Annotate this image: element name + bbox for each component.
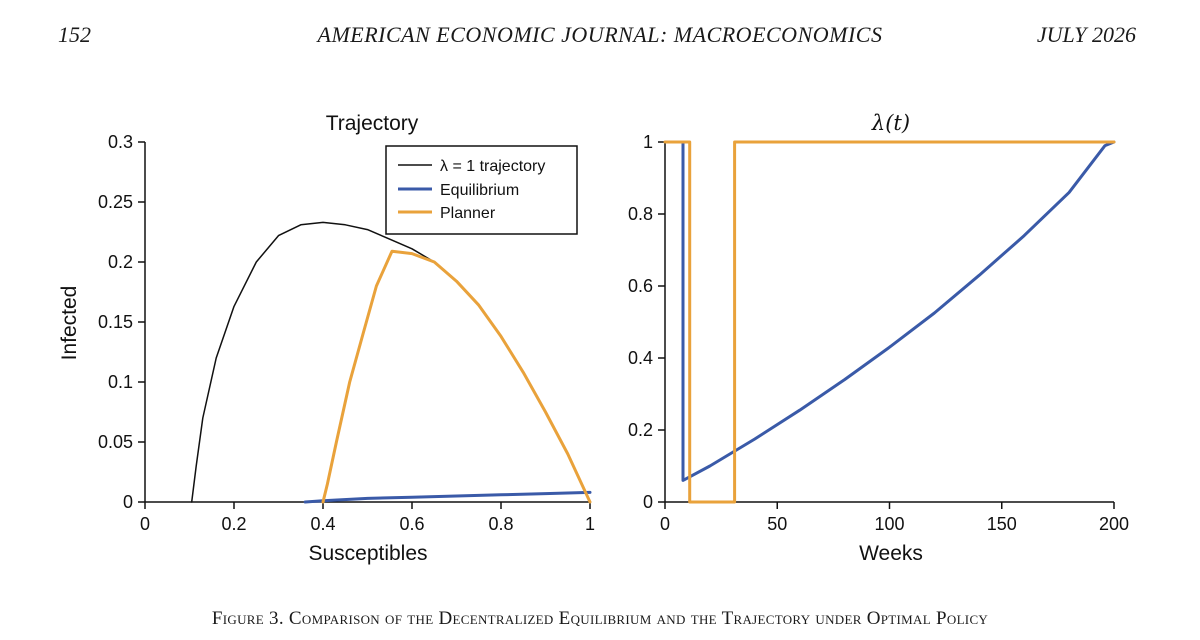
legend-label-planner: Planner <box>440 205 496 222</box>
trajectory-y-tick-label: 0.25 <box>98 192 133 212</box>
trajectory-y-tick-label: 0.05 <box>98 432 133 452</box>
trajectory-x-tick-label: 0 <box>140 514 150 534</box>
trajectory-y-tick-label: 0 <box>123 492 133 512</box>
page-number: 152 <box>58 22 91 47</box>
trajectory-y-tick-label: 0.1 <box>108 372 133 392</box>
lambda-y-tick-label: 0.4 <box>628 348 653 368</box>
figure: Trajectory 0 0.2 0.4 0.6 0.8 1 0 0.05 0.1 0.15 0.2… <box>58 111 1129 565</box>
lambda-y-tick-label: 0.2 <box>628 420 653 440</box>
figure-caption: Figure 3. Comparison of the Decentralize… <box>211 608 989 629</box>
journal-title: AMERICAN ECONOMIC JOURNAL: MACROECONOMIC… <box>317 22 883 47</box>
trajectory-chart: Trajectory 0 0.2 0.4 0.6 0.8 1 0 0.05 0.1 0.15 0.2… <box>58 112 595 565</box>
lambda-y-tick-label: 0.6 <box>628 276 653 296</box>
trajectory-legend: λ = 1 trajectory Equilibrium Planner <box>385 145 578 235</box>
lambda-chart-title: λ(t) <box>871 111 910 135</box>
lambda-x-tick-label: 200 <box>1099 514 1129 534</box>
lambda-x-tick-label: 50 <box>767 514 787 534</box>
lambda-y-tick-label: 0.8 <box>628 204 653 224</box>
lambda-series-equilibrium <box>681 140 1116 482</box>
trajectory-x-tick-label: 1 <box>585 514 595 534</box>
lambda-series-planner <box>663 140 1116 504</box>
lambda-y-tick-label: 1 <box>643 132 653 152</box>
lambda-chart: λ(t) 0 50 100 150 200 0 0.2 0.4 0.6 0.8 1 Weeks <box>628 111 1129 565</box>
trajectory-x-tick-label: 0.8 <box>488 514 513 534</box>
lambda-x-tick-label: 150 <box>987 514 1017 534</box>
trajectory-y-tick-label: 0.2 <box>108 252 133 272</box>
trajectory-x-tick-label: 0.2 <box>221 514 246 534</box>
trajectory-series-equilibrium <box>303 490 592 504</box>
lambda-y-tick-label: 0 <box>643 492 653 512</box>
legend-label-lambda1: λ = 1 trajectory <box>440 158 545 175</box>
trajectory-y-axis-label: Infected <box>58 286 81 361</box>
trajectory-series-1-trajectory <box>190 221 591 503</box>
lambda-x-tick-label: 0 <box>660 514 670 534</box>
trajectory-x-axis-label: Susceptibles <box>308 542 427 565</box>
page-header: 152 AMERICAN ECONOMIC JOURNAL: MACROECON… <box>0 18 1200 50</box>
trajectory-series-planner <box>321 249 592 504</box>
trajectory-x-tick-label: 0.6 <box>399 514 424 534</box>
issue-date: JULY 2026 <box>1036 22 1136 47</box>
trajectory-y-tick-label: 0.3 <box>108 132 133 152</box>
trajectory-chart-title: Trajectory <box>326 112 419 135</box>
lambda-plot-area: 0 50 100 150 200 0 0.2 0.4 0.6 0.8 1 <box>628 132 1129 534</box>
legend-label-equilibrium: Equilibrium <box>440 182 519 199</box>
trajectory-plot-area: 0 0.2 0.4 0.6 0.8 1 0 0.05 0.1 0.15 0.2 0.25 0.3 <box>98 132 595 534</box>
lambda-x-axis-label: Weeks <box>859 542 923 565</box>
lambda-x-tick-label: 100 <box>874 514 904 534</box>
trajectory-x-tick-label: 0.4 <box>310 514 335 534</box>
trajectory-y-tick-label: 0.15 <box>98 312 133 332</box>
